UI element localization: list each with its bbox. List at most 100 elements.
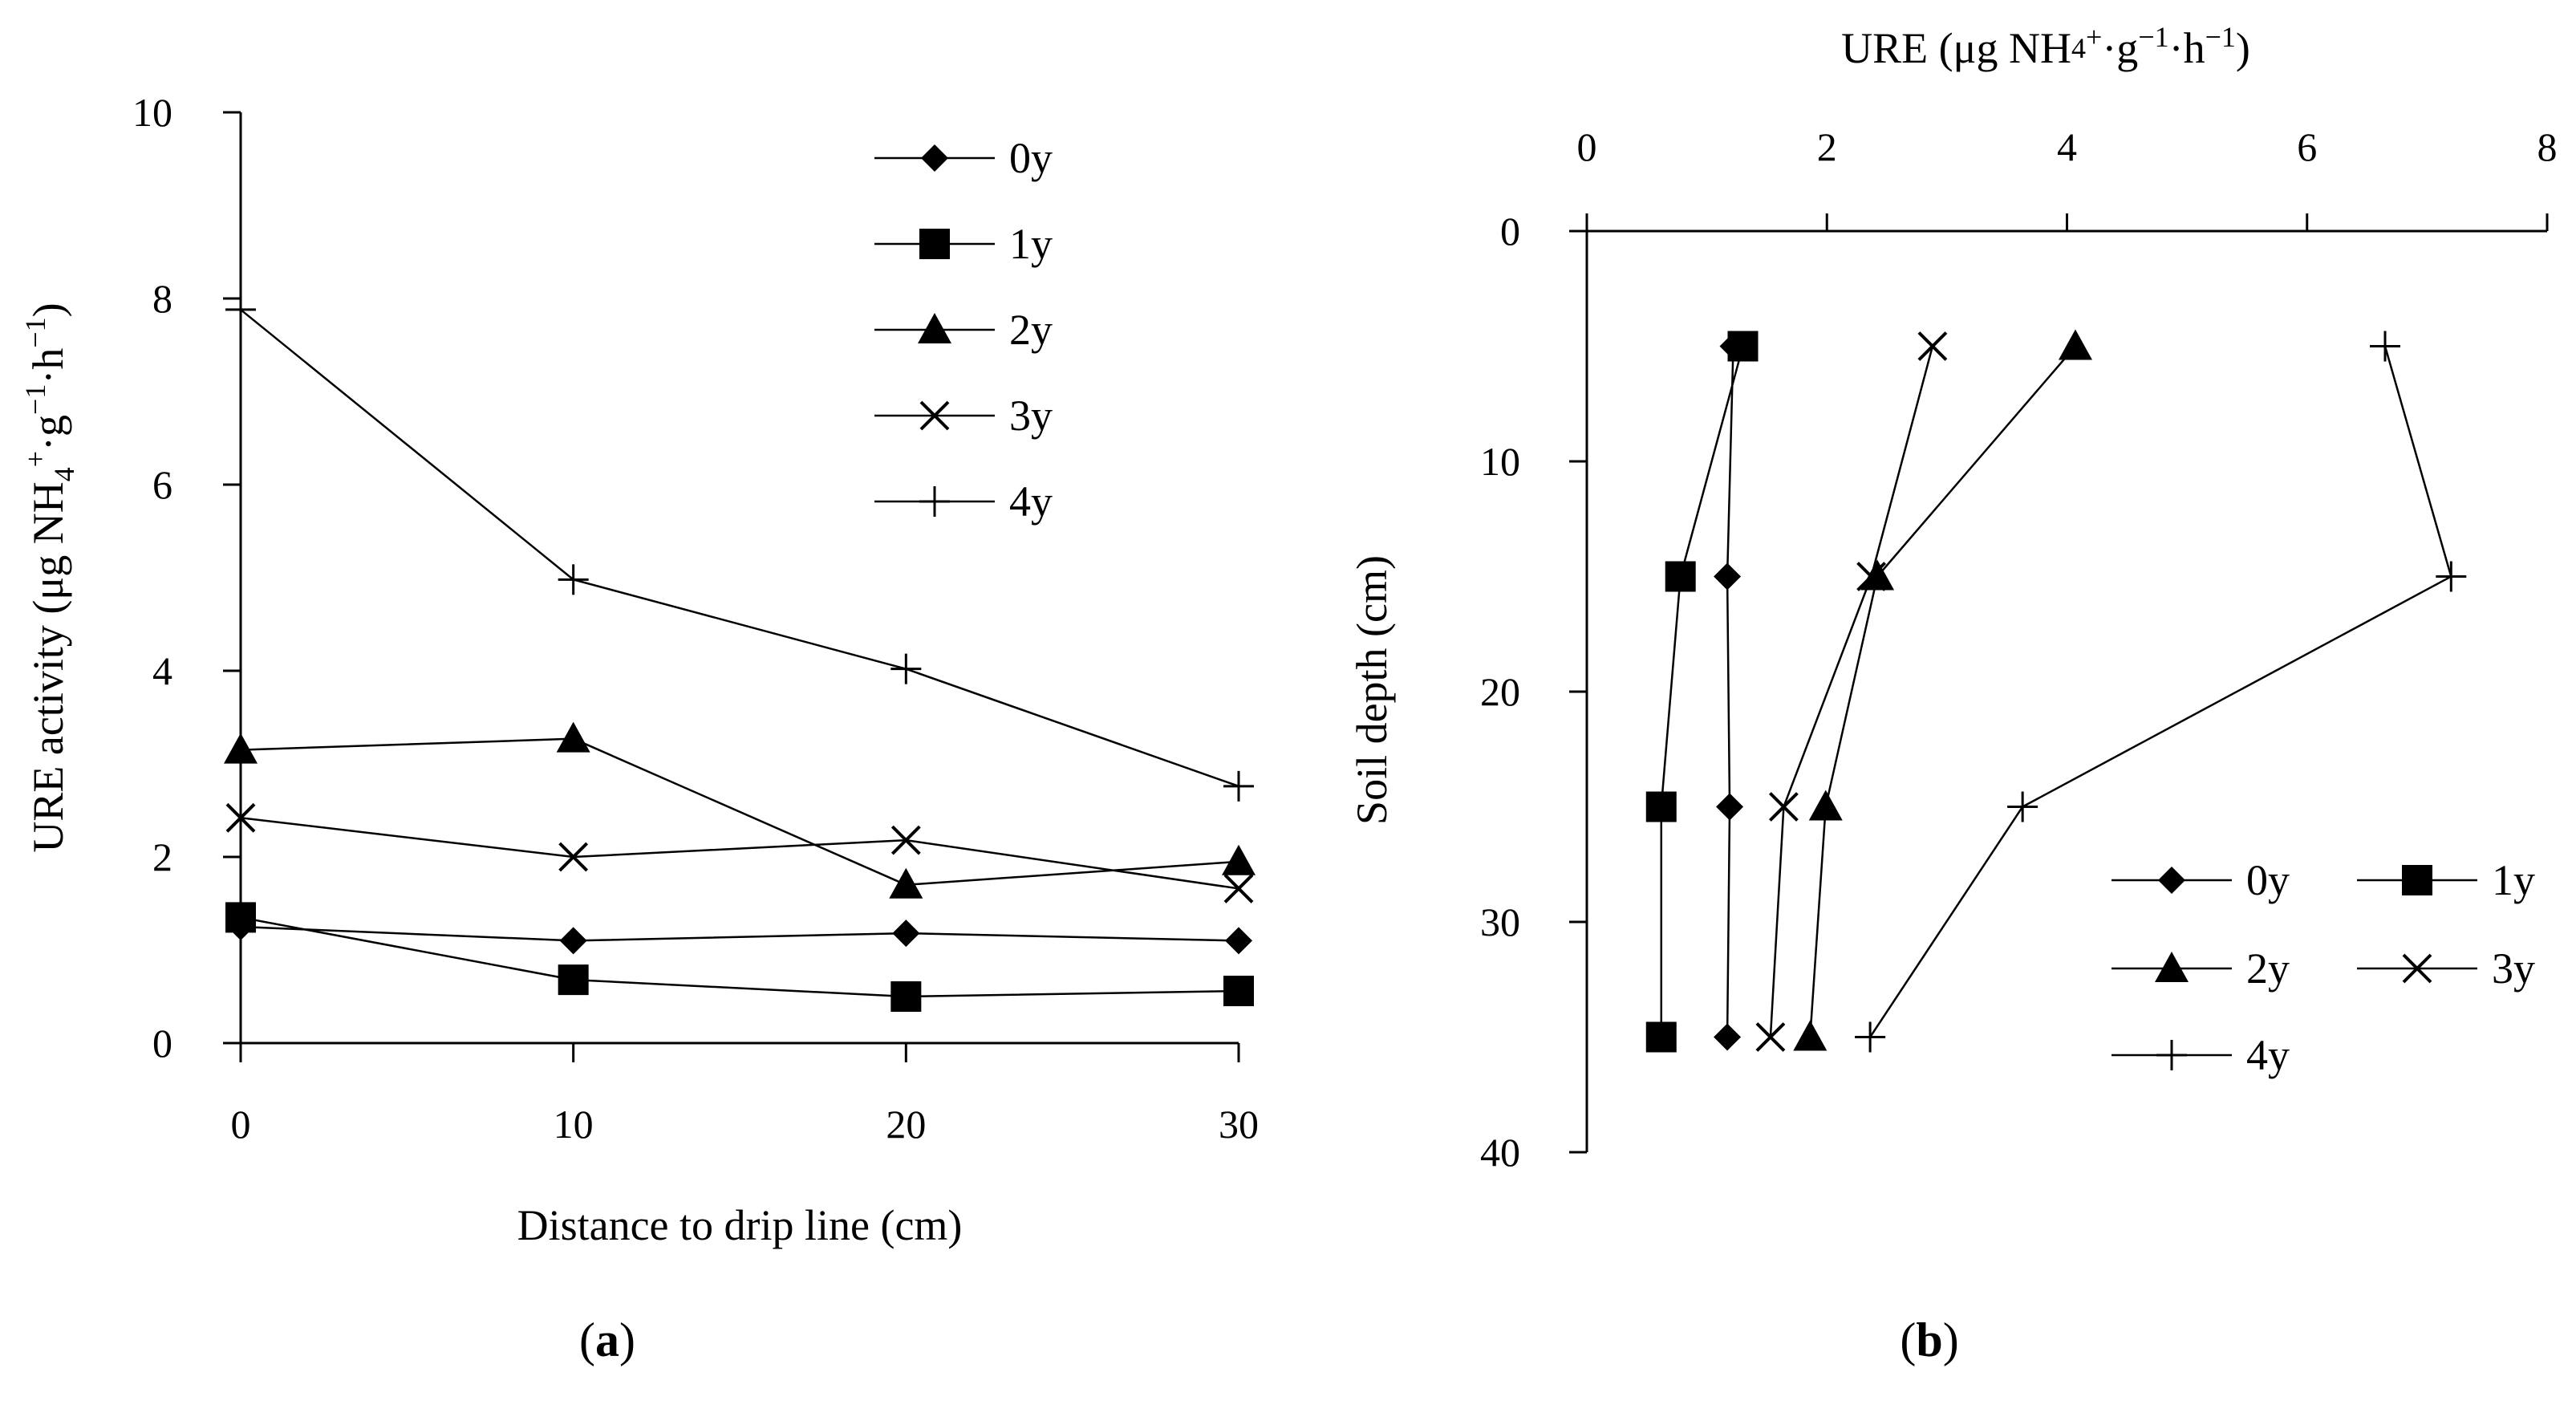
panel-b-legend-label: 3y (2492, 944, 2535, 993)
panel-b-point-0y-shape (1714, 562, 1742, 591)
panel-b-legend-marker (2155, 952, 2189, 982)
panel-a-point-0y-shape (892, 920, 920, 948)
panel-b-legend-marker (2402, 953, 2432, 984)
panel-b-point-2y (2058, 329, 2092, 360)
panel-b-point-0y (1714, 562, 1742, 591)
panel-a-y-title-part: ) (24, 302, 72, 317)
panel-a-point-3y-stroke (1223, 874, 1254, 903)
panel-b-x-title-sup: −1 (2138, 21, 2168, 53)
panel-b-point-1y-shape (1665, 561, 1696, 592)
panel-b-y-tick-label: 40 (1480, 1130, 1520, 1175)
panel-b-legend: 0y 1y 2y 3y 4y (2112, 856, 2535, 1079)
panel-a-y-title-sup: −1 (19, 384, 51, 415)
panel-a-point-1y-shape (1223, 976, 1254, 1007)
panel-a-series (224, 294, 1256, 1012)
panel-b-x-title-sup: −1 (2205, 21, 2236, 53)
panel-a-point-2y (556, 721, 590, 753)
panel-a-y-title-part: URE activity (μg NH (24, 481, 72, 852)
panel-b-point-2y-shape (1793, 1020, 1828, 1051)
panel-b-y-axis-title: Soil depth (cm) (1348, 555, 1396, 825)
panel-b-point-3y-stroke (1768, 792, 1799, 822)
panel-b-legend-marker-shape (2158, 867, 2185, 894)
panel-a-point-2y-shape (224, 733, 258, 764)
panel-a-series-line-2y (240, 737, 1239, 887)
panel-b-y-tick-label: 20 (1480, 669, 1520, 714)
panel-a-y-tick-label: 8 (152, 276, 172, 321)
panel-b-point-0y (1716, 793, 1744, 821)
panel-a-chart: 0 2 4 6 8 10 0 10 20 30 Distance to drip line (c… (19, 90, 1259, 1366)
panel-b-x-title-sub: 4 (2071, 32, 2086, 64)
panel-a-x-ticks: 0 10 20 30 (231, 1043, 1259, 1147)
panel-b-x-tick-label: 8 (2537, 124, 2558, 169)
panel-b-legend-marker (2156, 1040, 2187, 1070)
panel-b-x-ticks: 0 2 4 6 8 (1577, 124, 2558, 231)
panel-a-x-tick-label: 0 (231, 1102, 251, 1147)
panel-b-series (1645, 329, 2467, 1053)
panel-a-point-1y (1223, 976, 1254, 1007)
panel-b-point-1y (1727, 331, 1759, 362)
panel-b-x-tick-label: 4 (2057, 124, 2077, 169)
panel-b-legend-label: 1y (2492, 856, 2535, 904)
panel-a-point-0y (559, 927, 587, 955)
panel-a-legend: 0y 1y 2y 3y 4y (874, 134, 1053, 526)
panel-b-y-ticks: 0 10 20 30 40 (1480, 209, 1587, 1175)
panel-a-y-ticks: 0 2 4 6 8 10 (132, 90, 241, 1066)
panel-b-legend-label: 4y (2246, 1031, 2290, 1079)
panel-b-legend-item-4y: 4y (2112, 1031, 2290, 1079)
panel-a-point-3y-stroke (558, 842, 589, 872)
panel-a-point-3y (1223, 874, 1254, 903)
panel-a-legend-item-3y: 3y (874, 392, 1053, 440)
panel-b-y-tick-label: 30 (1480, 899, 1520, 944)
panel-b-series-line-3y (1769, 346, 1934, 1037)
panel-a-legend-marker (919, 400, 950, 431)
panel-b-point-3y-stroke (1755, 1022, 1786, 1052)
panel-a-legend-item-4y: 4y (874, 477, 1053, 526)
panel-b-point-1y-shape (1645, 791, 1677, 822)
panel-b-legend-item-0y: 0y (2112, 856, 2290, 904)
panel-a-point-0y (1225, 927, 1252, 955)
panel-b-point-3y-stroke (1856, 562, 1887, 591)
panel-a-point-0y-shape (1225, 927, 1252, 955)
panel-a-y-tick-label: 2 (152, 834, 172, 879)
panel-a-y-title-sub: 4 (48, 467, 80, 481)
panel-b-point-2y (1808, 790, 1843, 821)
panel-a-y-title-part: ·h (24, 348, 72, 384)
panel-a-point-4y (225, 294, 256, 325)
panel-b-label-letter: b (1916, 1313, 1942, 1366)
panel-b-legend-label: 0y (2246, 856, 2290, 904)
panel-b-series-line-2y (1809, 345, 2076, 1037)
panel-b-legend-item-2y: 2y (2112, 944, 2290, 993)
panel-b-series-line-4y (1869, 346, 2452, 1038)
panel-a-y-axis-title: URE activity (μg NH4+·g−1·h−1) (19, 302, 80, 852)
panel-a-x-tick-label: 10 (554, 1102, 594, 1147)
panel-a-point-1y (225, 902, 256, 933)
panel-a-point-1y-shape (558, 964, 589, 996)
panel-b-y-tick-label: 0 (1500, 209, 1520, 254)
panel-a-legend-label: 2y (1009, 306, 1053, 354)
panel-a-label: (a) (579, 1313, 635, 1366)
panel-b-series-line-0y (1726, 346, 1734, 1037)
panel-a-point-1y-shape (225, 902, 256, 933)
panel-a-y-title-part: ·g (24, 415, 72, 451)
panel-a-y-title-sup: + (19, 451, 51, 467)
panel-b-legend-marker (2158, 867, 2185, 894)
panel-a-point-3y (225, 802, 256, 833)
panel-a-point-1y (558, 964, 589, 996)
panel-a-point-2y (1222, 844, 1256, 875)
panel-a-legend-item-1y: 1y (874, 220, 1053, 268)
panel-b-legend-marker-stroke (2402, 953, 2432, 984)
panel-a-legend-marker-stroke (919, 400, 950, 431)
panel-a-point-1y-shape (890, 981, 922, 1012)
panel-a-legend-marker (919, 486, 950, 517)
panel-b-x-tick-label: 2 (1817, 124, 1837, 169)
panel-a-x-axis-title: Distance to drip line (cm) (517, 1201, 963, 1249)
panel-b-point-3y (1856, 562, 1887, 591)
panel-a-point-3y (890, 825, 921, 855)
panel-b-x-title-part: ·g (2102, 24, 2138, 72)
panel-b-point-1y (1665, 561, 1696, 592)
panel-b-point-3y (1755, 1022, 1786, 1052)
panel-b-legend-label: 2y (2246, 944, 2290, 993)
panel-b-point-4y (1855, 1021, 1886, 1053)
